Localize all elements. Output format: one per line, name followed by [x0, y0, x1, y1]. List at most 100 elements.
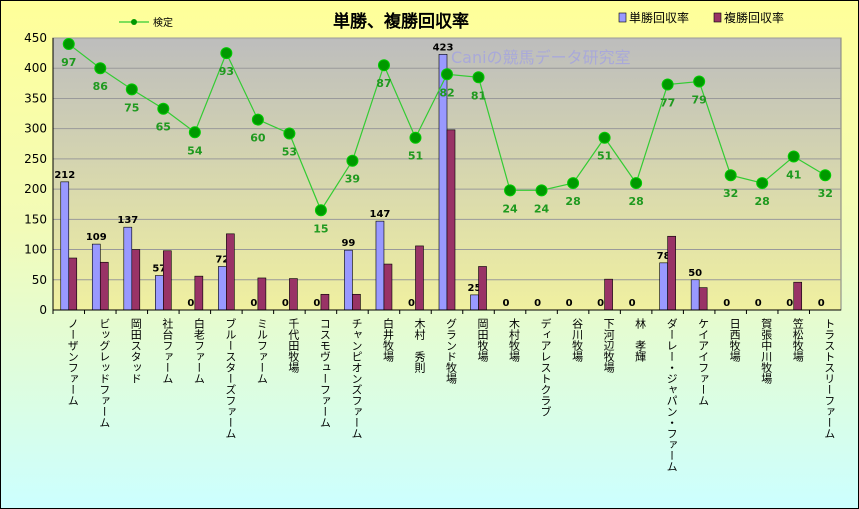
bar — [99, 261, 109, 311]
line-data-label: 65 — [156, 121, 171, 134]
bar-data-label: 72 — [215, 254, 229, 265]
bar-data-label: 0 — [250, 298, 257, 309]
bar-data-label: 0 — [408, 298, 415, 309]
x-tick-label: コスモヴューファーム — [318, 318, 331, 428]
bar-data-label: 0 — [723, 298, 730, 309]
bar — [344, 249, 353, 311]
line-point — [661, 78, 674, 91]
bar — [470, 294, 479, 311]
bar — [218, 266, 227, 311]
bar-data-label: 99 — [341, 238, 355, 249]
line-point — [598, 131, 611, 144]
line-data-label: 93 — [219, 65, 234, 78]
x-tick-label: グランド牧場 — [445, 318, 458, 385]
line-data-label: 51 — [597, 150, 612, 163]
x-tick-label: 賀張中川牧場 — [760, 318, 773, 385]
line-data-label: 24 — [502, 202, 518, 215]
x-tick-label: ブルースターズファーム — [224, 317, 237, 439]
line-point — [62, 38, 75, 51]
bar-data-label: 57 — [152, 264, 166, 275]
line-data-label: 32 — [723, 187, 738, 200]
x-tick-label: 木村 秀則 — [413, 318, 426, 374]
line-point — [220, 47, 233, 60]
line-data-label: 60 — [250, 132, 266, 145]
line-data-label: 28 — [755, 195, 770, 208]
line-data-label: 51 — [408, 150, 423, 163]
line-point — [94, 62, 107, 75]
x-tick-label: 笠松牧場 — [791, 317, 804, 363]
legend-label: 検定 — [153, 16, 173, 29]
line-point — [157, 102, 170, 115]
line-data-label: 87 — [376, 77, 391, 90]
line-point — [724, 169, 737, 182]
line-point — [283, 127, 296, 140]
y-tick-label: 450 — [24, 31, 47, 45]
bar — [478, 266, 487, 311]
x-tick-label: 社台ファーム — [161, 317, 174, 384]
bar-data-label: 423 — [433, 42, 454, 53]
bar — [131, 249, 141, 311]
bar-data-label: 0 — [818, 298, 825, 309]
x-tick-label: 白老ファーム — [192, 317, 205, 384]
line-point — [756, 177, 769, 190]
line-point — [441, 68, 453, 81]
bar-data-label: 212 — [54, 170, 75, 181]
bar — [163, 250, 172, 311]
bar — [352, 293, 361, 311]
line-point — [504, 184, 517, 197]
legend-label: 単勝回収率 — [629, 10, 689, 25]
y-tick-label: 50 — [32, 273, 47, 287]
bar — [604, 278, 613, 311]
x-tick-label: 谷川牧場 — [571, 318, 584, 363]
watermark: Caniの競馬データ研究室 — [451, 48, 631, 67]
bar-data-label: 78 — [657, 251, 671, 262]
legend-bar-swatch — [618, 12, 627, 23]
x-tick-label: チャンピオンズファーム — [350, 318, 363, 439]
y-tick-label: 150 — [24, 212, 47, 226]
bar-data-label: 0 — [597, 298, 604, 309]
line-point — [377, 59, 390, 72]
y-tick-label: 0 — [39, 303, 47, 317]
bar — [257, 277, 267, 311]
bar — [375, 220, 385, 311]
x-tick-label: ミルファーム — [255, 318, 268, 384]
y-tick-label: 250 — [24, 152, 47, 166]
bar-data-label: 0 — [755, 298, 762, 309]
bar — [226, 233, 235, 311]
line-point — [630, 177, 643, 190]
line-point — [535, 184, 548, 197]
bar — [60, 181, 70, 311]
x-tick-label: 日西牧場 — [728, 318, 741, 363]
bar — [659, 262, 668, 311]
line-data-label: 15 — [313, 222, 328, 235]
bar — [91, 243, 101, 311]
bar — [415, 245, 424, 311]
line-data-label: 81 — [471, 89, 486, 102]
bar — [446, 129, 456, 311]
line-point — [472, 71, 485, 84]
bar — [68, 257, 78, 311]
x-tick-label: 千代田牧場 — [287, 318, 300, 374]
x-tick-label: トラストスリーファーム — [823, 318, 836, 439]
bar — [793, 281, 803, 311]
line-point — [346, 154, 359, 167]
bar — [690, 279, 700, 311]
bar-data-label: 0 — [313, 298, 320, 309]
line-point — [567, 177, 580, 190]
chart-title: 単勝、複勝回収率 — [333, 11, 469, 32]
line-data-label: 79 — [692, 94, 707, 107]
bar-data-label: 0 — [503, 298, 510, 309]
x-tick-label: ディアレストクラブ — [539, 317, 552, 417]
line-data-label: 24 — [534, 202, 550, 215]
bars: 212 109 137 57 0 72 0 0 0 99 147 0 423 25 0 0 0 0 0 78 50 0 0 0… — [54, 42, 825, 311]
line-data-label: 82 — [439, 86, 454, 99]
bar-data-label: 137 — [117, 215, 138, 226]
line-point — [693, 75, 706, 88]
bar-data-label: 0 — [566, 298, 573, 309]
x-tick-label: 木村牧場 — [508, 318, 521, 363]
line-data-label: 86 — [93, 80, 109, 93]
bar-data-label: 0 — [282, 298, 289, 309]
legend-label: 複勝回収率 — [724, 10, 784, 25]
